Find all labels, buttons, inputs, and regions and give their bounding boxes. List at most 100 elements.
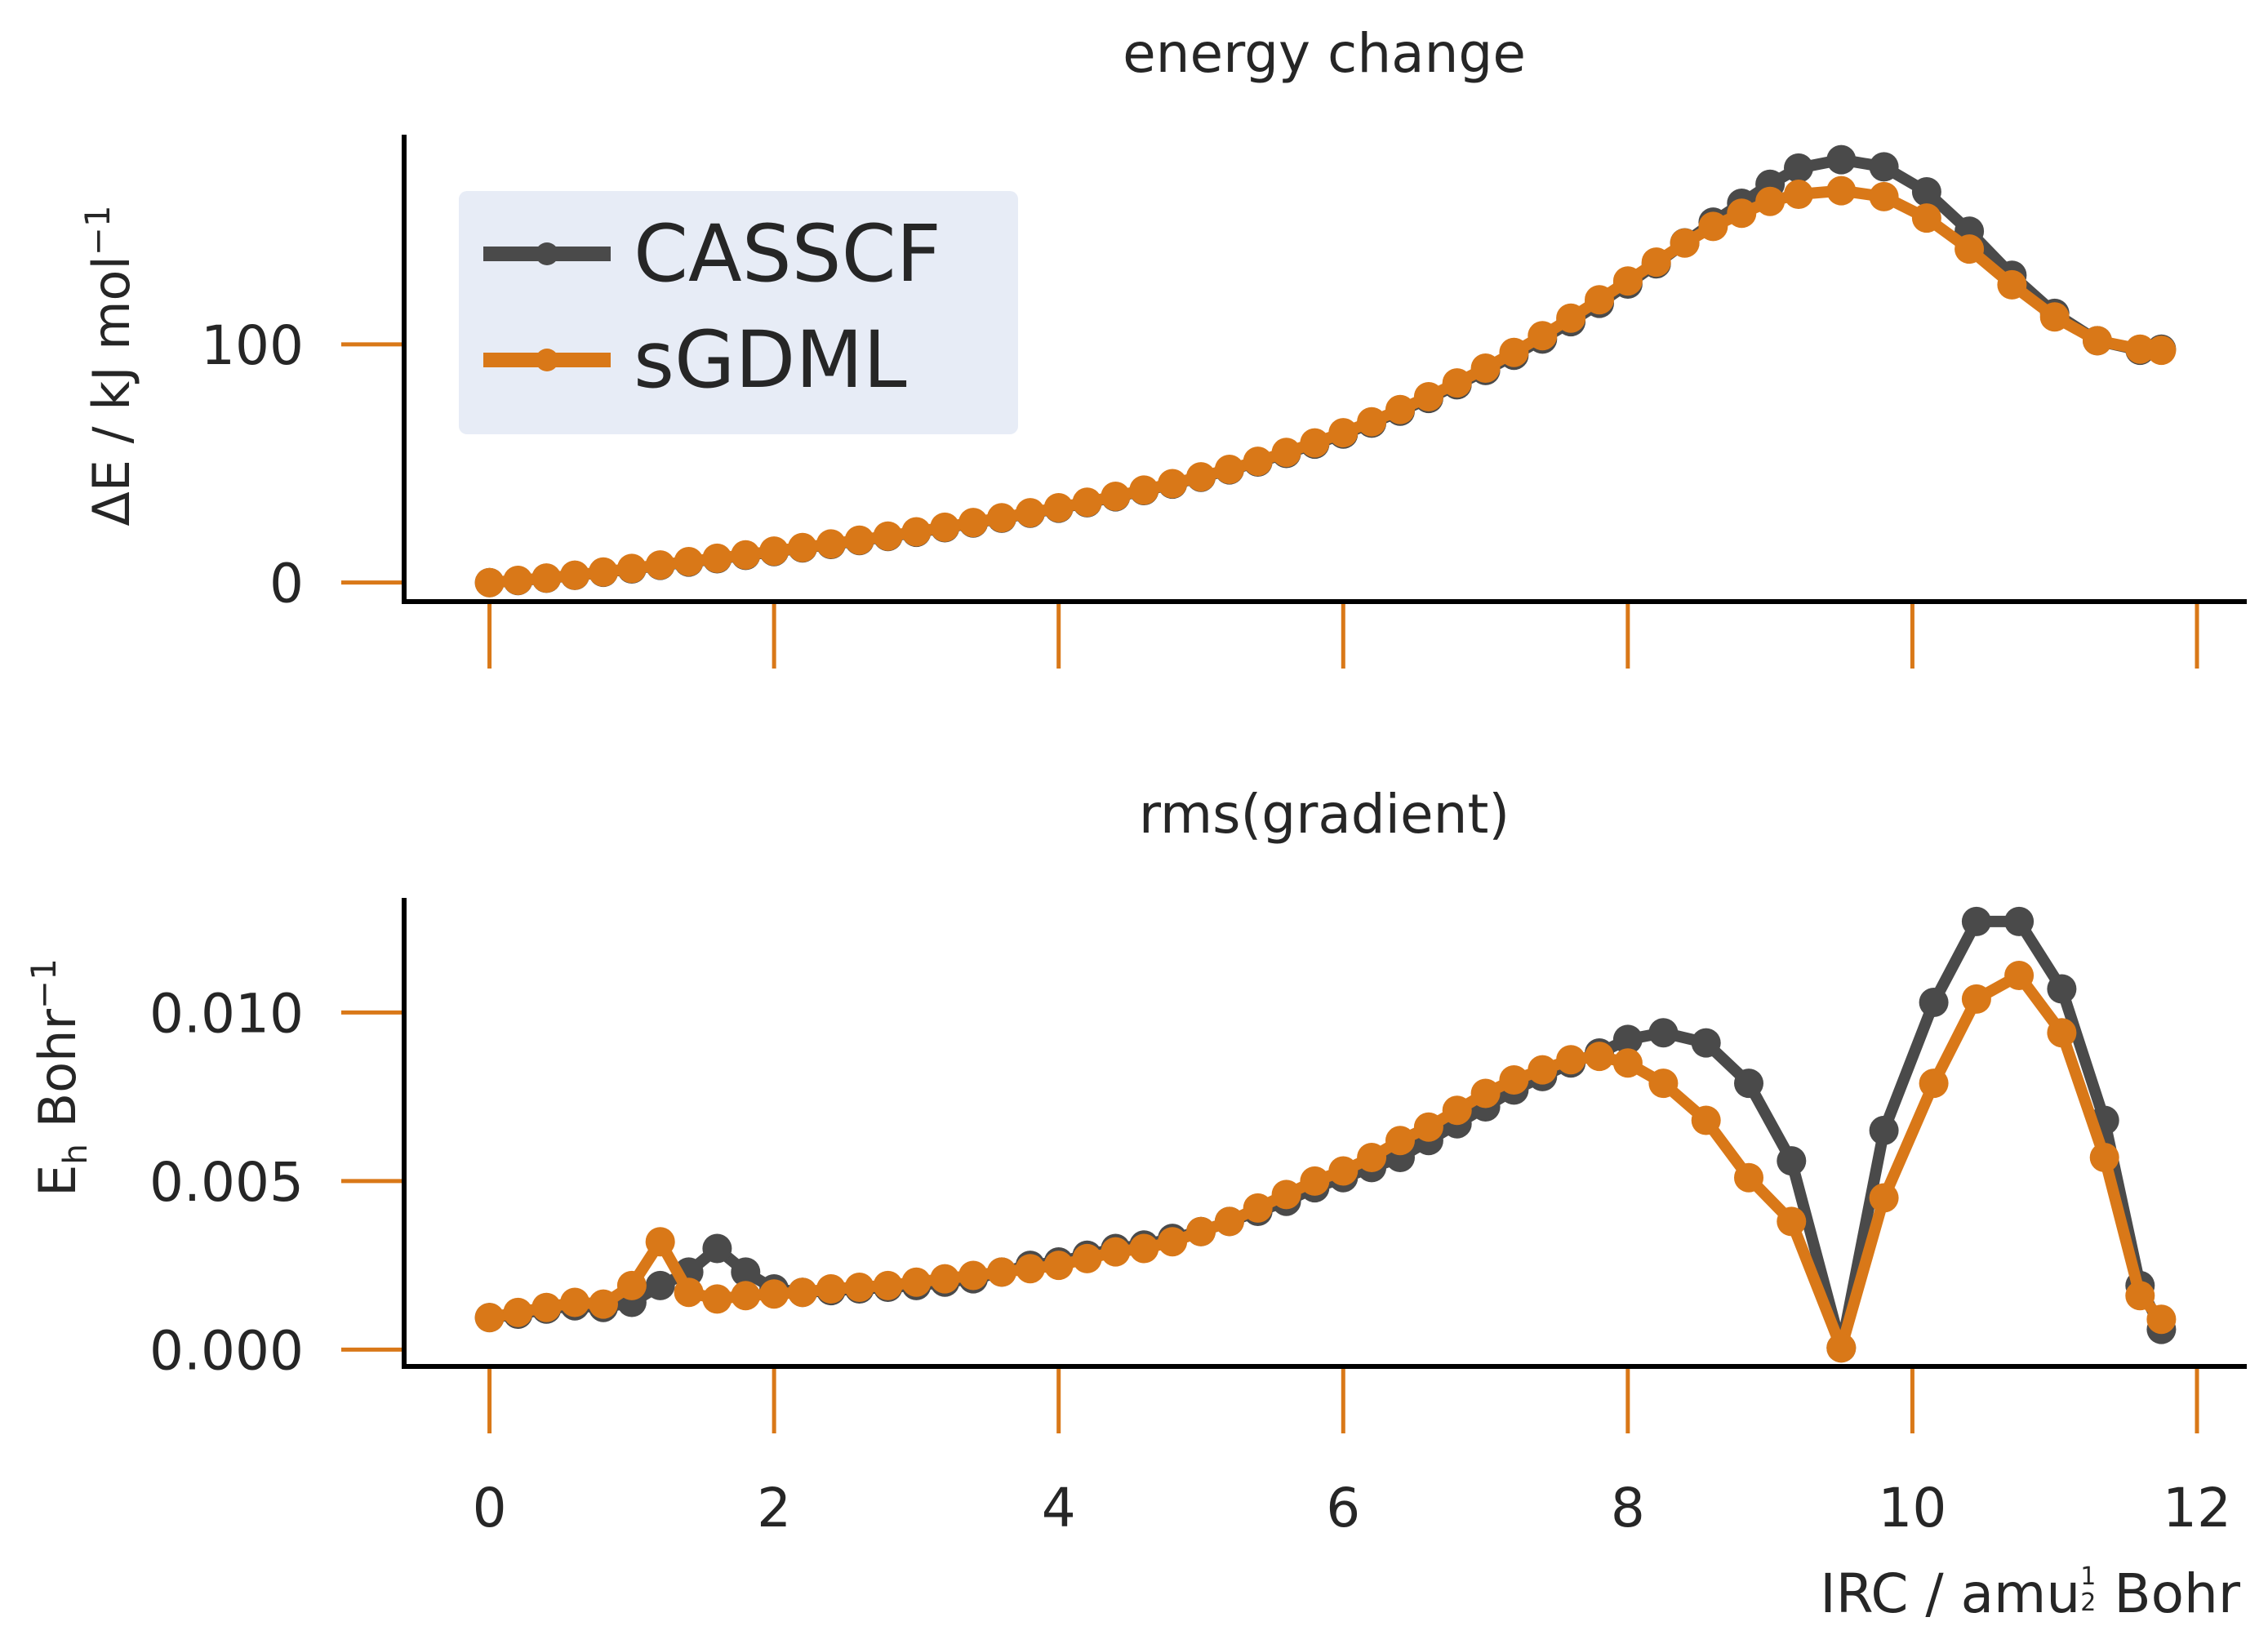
rms-gradient-xtick-label: 6 [1326, 1477, 1360, 1539]
energy-change-sgdml-point [1442, 368, 1472, 398]
legend-casscf-label: CASSCF [634, 208, 941, 300]
rms-gradient-sgdml-point [560, 1287, 590, 1317]
rms-gradient-casscf-point [1869, 1115, 1899, 1145]
rms-gradient-sgdml-point [1499, 1065, 1529, 1095]
rms-gradient-sgdml-point [1826, 1333, 1857, 1363]
rms-gradient-sgdml-point [759, 1279, 789, 1309]
rms-gradient-sgdml-point [1101, 1237, 1131, 1267]
energy-change-sgdml-point [1954, 234, 1985, 264]
energy-change-series [474, 144, 2177, 598]
rms-gradient-sgdml-point [844, 1273, 874, 1302]
energy-change-sgdml-point [930, 512, 960, 542]
energy-change-sgdml-point [1357, 407, 1387, 437]
rms-gradient-sgdml-point [1243, 1193, 1273, 1223]
rms-gradient-ylabel-rest: Bohr [28, 1009, 87, 1128]
rms-gradient-sgdml-point [958, 1260, 989, 1291]
energy-change-sgdml-point [1385, 394, 1415, 424]
energy-change-sgdml-point [1072, 487, 1102, 518]
legend-casscf-marker [536, 242, 558, 265]
energy-change-sgdml-point [1300, 428, 1330, 458]
irc-xlabel-main: IRC / amu [1820, 1562, 2080, 1625]
energy-change-title: energy change [1123, 22, 1526, 85]
rms-gradient-sgdml-point [589, 1289, 618, 1319]
energy-change-sgdml-point [560, 560, 590, 590]
rms-gradient-sgdml-point [503, 1297, 533, 1327]
energy-change-sgdml-point [1670, 228, 1700, 258]
energy-change-sgdml-point [2039, 302, 2070, 332]
rms-gradient-sgdml-point [1328, 1156, 1359, 1186]
energy-change-sgdml-point [788, 532, 817, 562]
rms-gradient-xtick-label: 4 [1042, 1477, 1076, 1539]
energy-change-sgdml-point [1499, 337, 1529, 367]
rms-gradient-sgdml-point [1385, 1126, 1415, 1156]
energy-change-sgdml-point [503, 566, 533, 595]
rms-gradient-sgdml-point [1271, 1180, 1301, 1210]
energy-change-sgdml-point [1015, 498, 1045, 528]
energy-change-sgdml-point [1556, 303, 1586, 333]
energy-change-sgdml-point [1413, 382, 1443, 411]
rms-gradient-sgdml-point [731, 1281, 761, 1311]
rms-gradient-sgdml-point [1413, 1112, 1443, 1142]
rms-gradient-ticks: 0.000 0.005 0.010 0 2 4 6 8 10 12 [149, 982, 2231, 1539]
rms-gradient-casscf-point [1734, 1069, 1763, 1099]
rms-gradient-sgdml-point [816, 1274, 846, 1304]
rms-gradient-ytick-label: 0.005 [149, 1151, 304, 1214]
rms-gradient-sgdml-point [1470, 1078, 1501, 1109]
energy-change-sgdml-point [1186, 462, 1216, 492]
rms-gradient-casscf-point [1777, 1146, 1807, 1176]
rms-gradient-sgdml-point [1015, 1254, 1045, 1284]
rms-gradient-sgdml-point [1214, 1206, 1244, 1237]
energy-change-sgdml-point [2125, 334, 2155, 364]
rms-gradient-sgdml-point [1961, 984, 1991, 1014]
rms-gradient-sgdml-point [1869, 1183, 1899, 1213]
rms-gradient-casscf-point [702, 1233, 732, 1264]
energy-change-sgdml-point [1784, 180, 1813, 209]
rms-gradient-sgdml-point [1612, 1048, 1643, 1078]
energy-change-sgdml-point [531, 563, 562, 593]
energy-change-sgdml-point [1158, 469, 1188, 499]
energy-change-sgdml-point [1043, 493, 1074, 522]
irc-xlabel: IRC / amu1 2 Bohr [1820, 1562, 2241, 1625]
energy-change-sgdml-point [901, 517, 932, 547]
energy-change-ylabel-sup: −1 [78, 205, 118, 255]
rms-gradient-sgdml-point [474, 1303, 505, 1333]
energy-change-sgdml-point [759, 536, 789, 566]
energy-change-sgdml-point [987, 503, 1016, 533]
energy-change-casscf-point [1826, 144, 1857, 175]
energy-change-sgdml-point [1214, 455, 1244, 484]
energy-change-sgdml-point [1755, 186, 1785, 216]
energy-change-casscf-point [1869, 152, 1899, 182]
energy-change-sgdml-point [1911, 203, 1941, 233]
energy-change-sgdml-point [616, 553, 647, 584]
rms-gradient-casscf-point [1691, 1028, 1721, 1058]
energy-change-sgdml-point [1698, 211, 1728, 242]
rms-gradient-ylabel-e: E [28, 1165, 87, 1197]
energy-change-casscf-point [1911, 177, 1941, 207]
rms-gradient-sgdml-point [674, 1277, 704, 1308]
energy-change-sgdml-point [1528, 321, 1558, 351]
energy-change-sgdml-point [474, 567, 505, 598]
energy-change-sgdml-point [1869, 181, 1899, 211]
irc-xlabel-frac-den: 2 [2080, 1588, 2096, 1617]
energy-change-sgdml-point [1727, 198, 1757, 229]
rms-gradient-sgdml-point [616, 1270, 647, 1300]
irc-xlabel-frac-num: 1 [2080, 1562, 2096, 1591]
energy-change-sgdml-point [1328, 418, 1359, 448]
rms-gradient-ylabel: Eh Bohr−1 [24, 958, 95, 1197]
rms-gradient-sgdml-point [702, 1284, 732, 1314]
rms-gradient-sgdml-point [1777, 1206, 1807, 1237]
irc-xlabel-suffix: Bohr [2114, 1562, 2240, 1625]
energy-change-sgdml-point [873, 521, 903, 551]
energy-change-sgdml-point [2146, 335, 2177, 366]
rms-gradient-xtick-label: 12 [2163, 1477, 2231, 1539]
rms-gradient-title: rms(gradient) [1139, 783, 1510, 846]
rms-gradient-sgdml-point [901, 1267, 932, 1297]
energy-change-sgdml-point [589, 557, 618, 587]
energy-change-sgdml-point [731, 540, 761, 570]
rms-gradient-xtick-label: 2 [757, 1477, 791, 1539]
rms-gradient-sgdml-point [1072, 1243, 1102, 1273]
rms-gradient-sgdml-point [1691, 1105, 1721, 1135]
rms-gradient-sgdml-point [1585, 1042, 1614, 1072]
